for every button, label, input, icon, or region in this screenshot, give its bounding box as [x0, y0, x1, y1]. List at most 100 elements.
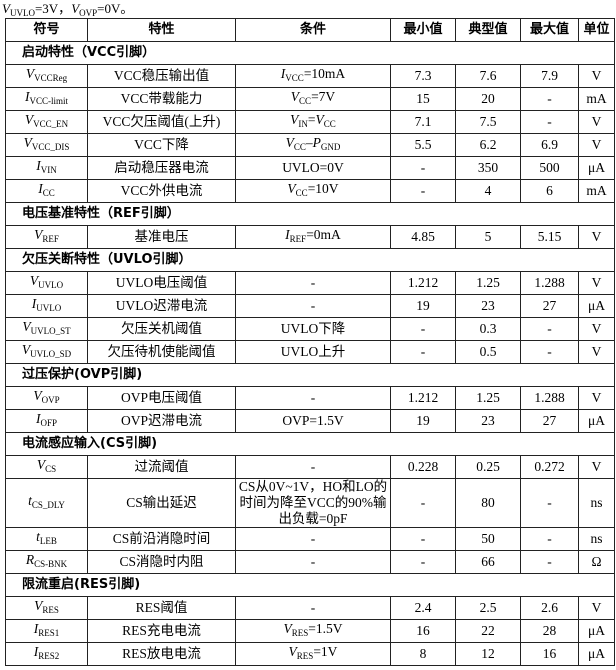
table-row: ICC VCC外供电流 VCC=10V -4 6 mA — [5, 179, 615, 203]
min-cell: 7.1 — [390, 110, 456, 134]
text-segment: I — [33, 644, 39, 659]
max-cell: 5.15 — [520, 225, 579, 249]
text-segment: =10V — [307, 181, 339, 196]
text-segment: RES — [296, 651, 314, 661]
text-segment: V — [36, 457, 46, 472]
text-segment: - — [310, 600, 316, 615]
text-segment: V — [290, 112, 299, 127]
text-segment: RES1 — [38, 628, 60, 638]
max-cell: 27 — [520, 409, 579, 433]
table-row: tCS_DLY CS输出延迟 CS从0V~1V，HO和LO的时间为降至VCC的90%… — [5, 478, 615, 528]
section-title: 限流重启(RES引脚) — [5, 573, 615, 597]
text-segment: – — [305, 135, 313, 150]
text-segment: V — [283, 621, 292, 636]
min-cell: 7.3 — [390, 64, 456, 88]
min-cell: 1.212 — [390, 271, 456, 295]
unit-cell: μA — [578, 409, 615, 433]
text-segment: CC — [42, 188, 55, 198]
condition-cell: VRES=1.5V — [235, 619, 391, 643]
symbol-cell: IRES2 — [5, 642, 88, 666]
max-cell: 7.9 — [520, 64, 579, 88]
max-cell: 1.288 — [520, 386, 579, 410]
min-cell: 19 — [390, 409, 456, 433]
table-row: IUVLO UVLO迟滞电流 -19 23 27 μA — [5, 294, 615, 318]
symbol-cell: VREF — [5, 225, 88, 249]
text-segment: CS-BNK — [34, 559, 68, 569]
condition-cell: - — [235, 294, 391, 318]
text-segment: t — [36, 529, 40, 544]
characteristic-cell: UVLO迟滞电流 — [87, 294, 236, 318]
max-cell: - — [520, 340, 579, 364]
typ-cell: 2.5 — [455, 596, 521, 620]
table-row: VCS 过流阈值 -0.228 0.25 0.272 V — [5, 455, 615, 479]
min-cell: 2.4 — [390, 596, 456, 620]
text-segment: UVLO_ST — [30, 326, 71, 336]
condition-cell: UVLO上升 — [235, 340, 391, 364]
text-segment: CC — [299, 96, 312, 106]
text-segment: UVLO — [38, 280, 64, 290]
text-segment: =7V — [311, 89, 336, 104]
section-row: 过压保护(OVP引脚) — [5, 363, 615, 387]
unit-cell: μA — [578, 619, 615, 643]
symbol-cell: IOFP — [5, 409, 88, 433]
section-title: 电压基准特性（REF引脚） — [5, 202, 615, 226]
text-segment: I — [35, 411, 41, 426]
text-segment: V — [2, 1, 10, 16]
condition-cell: - — [235, 455, 391, 479]
symbol-cell: VVCC_EN — [5, 110, 88, 134]
text-segment: UVLO — [36, 303, 62, 313]
text-segment: CC — [293, 142, 306, 152]
unit-cell: V — [578, 317, 615, 341]
symbol-cell: RCS-BNK — [5, 550, 88, 574]
column-header: 特性 — [87, 18, 236, 42]
text-segment: V — [33, 388, 42, 403]
condition-cell: UVLO=0V — [235, 156, 391, 180]
table-row: VVCCReg VCC稳压输出值 IVCC=10mA 7.3 7.6 7.9 V — [5, 64, 615, 88]
text-segment: V — [287, 181, 296, 196]
text-segment: V — [315, 112, 324, 127]
condition-cell: VCC=10V — [235, 179, 391, 203]
unit-cell: V — [578, 64, 615, 88]
unit-cell: μA — [578, 642, 615, 666]
min-cell: 1.212 — [390, 386, 456, 410]
symbol-cell: VCS — [5, 455, 88, 479]
max-cell: 2.6 — [520, 596, 579, 620]
typ-cell: 0.25 — [455, 455, 521, 479]
text-segment: V — [24, 112, 34, 127]
text-segment: OVP — [79, 8, 98, 18]
text-segment: UVLO下降 — [280, 321, 346, 336]
text-segment: VCC — [285, 73, 304, 83]
table-row: VREF 基准电压 IREF=0mA 4.85 5 5.15 V — [5, 225, 615, 249]
max-cell: 6.9 — [520, 133, 579, 157]
condition-cell: - — [235, 527, 391, 551]
characteristic-cell: RES充电电流 — [87, 619, 236, 643]
symbol-cell: VVCC_DIS — [5, 133, 88, 157]
text-segment: - — [310, 459, 316, 474]
characteristic-cell: RES阈值 — [87, 596, 236, 620]
min-cell: 16 — [390, 619, 456, 643]
text-segment: VCC-limit — [29, 96, 68, 106]
condition-cell: IREF=0mA — [235, 225, 391, 249]
min-cell: 8 — [390, 642, 456, 666]
text-segment: =3V， — [34, 1, 72, 16]
text-segment: V — [22, 319, 31, 334]
typ-cell: 1.25 — [455, 386, 521, 410]
condition-cell: OVP=1.5V — [235, 409, 391, 433]
symbol-cell: VOVP — [5, 386, 88, 410]
min-cell: - — [390, 317, 456, 341]
text-segment: V — [34, 598, 43, 613]
typ-cell: 7.5 — [455, 110, 521, 134]
max-cell: 27 — [520, 294, 579, 318]
symbol-cell: ICC — [5, 179, 88, 203]
text-segment: REF — [42, 234, 59, 244]
table-row: VOVP OVP电压阈值 -1.212 1.25 1.288 V — [5, 386, 615, 410]
max-cell: 500 — [520, 156, 579, 180]
min-cell: - — [390, 340, 456, 364]
text-segment: OVP — [41, 395, 60, 405]
text-segment: I — [31, 296, 37, 311]
text-segment: CC — [295, 188, 308, 198]
section-title: 欠压关断特性（UVLO引脚） — [5, 248, 615, 272]
max-cell: 0.272 — [520, 455, 579, 479]
text-segment: CS_DLY — [31, 500, 65, 510]
condition-cell: VRES=1V — [235, 642, 391, 666]
